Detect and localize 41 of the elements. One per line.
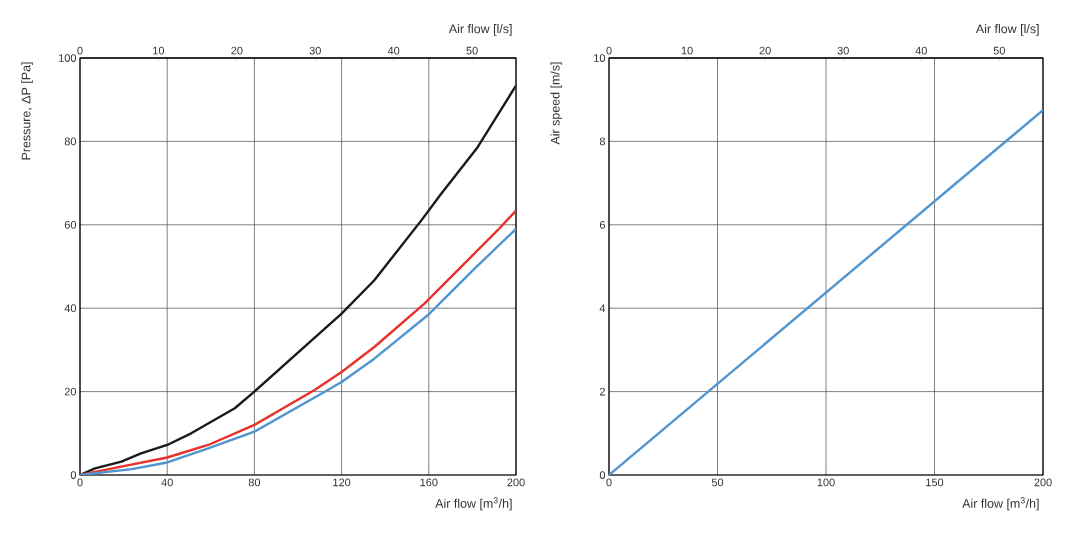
x-tick-label: 200 xyxy=(1034,478,1052,487)
x-tick-label: 50 xyxy=(711,478,724,487)
x2-axis-title: Air flow [l/s] xyxy=(975,24,1039,36)
y-tick-label: 80 xyxy=(64,137,77,146)
x-tick-label: 80 xyxy=(248,478,261,487)
x2-tick-label: 50 xyxy=(993,46,1005,55)
x2-tick-label: 30 xyxy=(837,46,849,55)
y-tick-label: 4 xyxy=(599,304,606,312)
x-tick-label: 200 xyxy=(507,478,525,487)
y-tick-label: 8 xyxy=(599,137,605,146)
x2-tick-label: 50 xyxy=(466,46,478,55)
y-tick-label: 20 xyxy=(64,387,77,396)
y-tick-label: 40 xyxy=(64,304,77,313)
x-tick-label: 150 xyxy=(926,478,944,487)
x2-tick-label: 40 xyxy=(387,46,400,55)
x-tick-label: 40 xyxy=(161,478,173,487)
y-tick-label: 60 xyxy=(64,220,77,229)
x-tick-label: 160 xyxy=(420,478,438,487)
x-tick-label: 0 xyxy=(606,478,612,487)
x2-tick-label: 40 xyxy=(915,46,927,55)
x-tick-label: 0 xyxy=(77,478,83,487)
x-tick-label: 120 xyxy=(333,478,351,487)
x-tick-label: 100 xyxy=(817,478,835,487)
x2-tick-label: 10 xyxy=(153,46,165,55)
y-tick-label: 0 xyxy=(70,471,77,479)
y-axis-title: Air speed [m/s] xyxy=(550,62,563,145)
x2-tick-label: 10 xyxy=(681,46,693,55)
x2-tick-label: 0 xyxy=(606,46,612,55)
y-tick-label: 0 xyxy=(599,471,606,479)
y-tick-label: 10 xyxy=(594,54,606,62)
x2-axis-title: Air flow [l/s] xyxy=(448,24,512,36)
y-tick-label: 6 xyxy=(599,220,605,229)
x2-tick-label: 20 xyxy=(759,46,771,55)
x-axis-title: Air flow [m$^{3}$/h] xyxy=(962,497,1039,511)
x2-tick-label: 0 xyxy=(77,46,83,55)
x-axis-title: Air flow [m$^{3}$/h] xyxy=(435,497,512,511)
y-tick-label: 100 xyxy=(59,54,77,62)
y-axis-title: Pressure, ΔP [Pa] xyxy=(21,62,33,160)
y-tick-label: 2 xyxy=(599,387,605,396)
x2-tick-label: 30 xyxy=(309,46,321,55)
x2-tick-label: 20 xyxy=(231,46,243,55)
